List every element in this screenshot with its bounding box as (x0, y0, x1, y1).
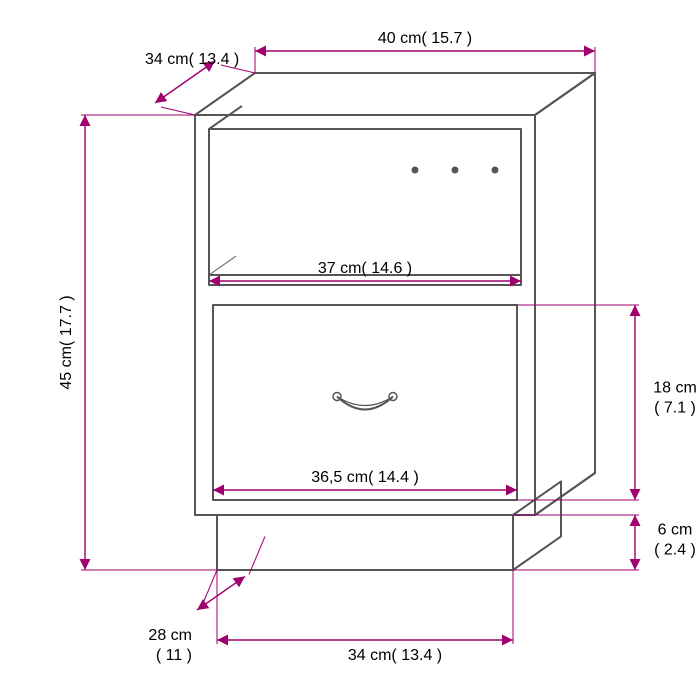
dim-label-drawer-height: ( 7.1 ) (654, 400, 696, 417)
dim-label-shelf-width: 37 cm( 14.6 ) (318, 260, 412, 277)
svg-text:18 cm: 18 cm (653, 380, 697, 397)
dim-label-height-left: 45 cm( 17.7 ) (58, 295, 75, 389)
dim-label-base-depth: ( 11 ) (156, 647, 192, 664)
dim-label-base-width: 34 cm( 13.4 ) (348, 647, 442, 664)
svg-text:28 cm: 28 cm (148, 627, 192, 644)
dim-label-drawer-width: 36,5 cm( 14.4 ) (311, 469, 419, 486)
dim-label-base-height: ( 2.4 ) (654, 542, 696, 559)
furniture-dimension-diagram: 34 cm( 13.4 ) 40 cm( 15.7 ) 45 cm( 17.7 ) 3… (0, 0, 700, 700)
furniture-outline (195, 73, 595, 570)
dimension-lines: 34 cm( 13.4 ) 40 cm( 15.7 ) 45 cm( 17.7 ) 3… (58, 30, 697, 664)
svg-text:6 cm: 6 cm (658, 522, 693, 539)
dim-label-depth-top: 34 cm( 13.4 ) (145, 51, 239, 68)
dim-label-width-top: 40 cm( 15.7 ) (378, 30, 472, 47)
